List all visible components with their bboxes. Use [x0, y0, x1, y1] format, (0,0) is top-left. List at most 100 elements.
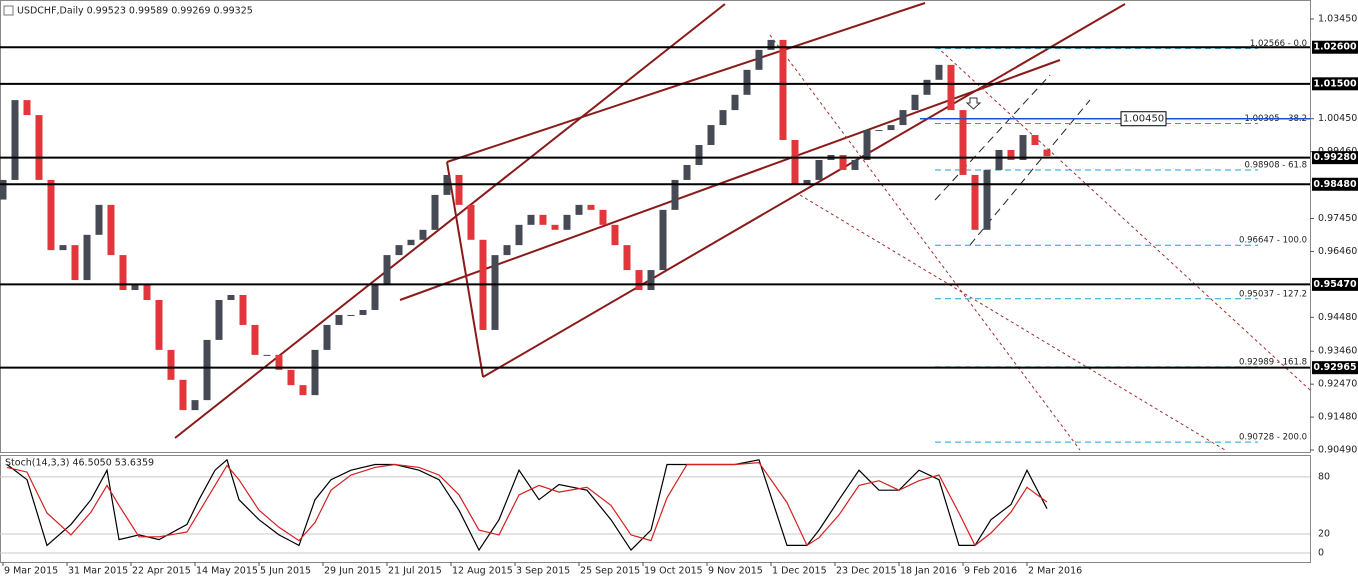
candle — [431, 194, 439, 230]
candle — [107, 204, 115, 256]
candle — [911, 94, 919, 111]
y-tick-label: 0.90490 — [1318, 445, 1357, 456]
level-label: 0.98480 — [1313, 179, 1357, 190]
candle — [311, 349, 319, 396]
channel-line — [446, 2, 926, 163]
y-tick-label: 0.91480 — [1318, 412, 1357, 423]
candle — [11, 100, 19, 180]
x-tick-label: 31 Mar 2015 — [68, 566, 128, 577]
candle — [947, 64, 955, 111]
candle — [227, 295, 235, 301]
candle — [731, 94, 739, 111]
y-tick-label: 0.93460 — [1318, 346, 1357, 357]
dashed-fork — [769, 34, 1311, 451]
x-tick-label: 2 Mar 2016 — [1028, 566, 1082, 577]
candle — [587, 204, 595, 210]
candle — [863, 130, 871, 160]
y-tick-label: 1.00450 — [1318, 113, 1357, 124]
x-tick-label: 23 Dec 2015 — [836, 566, 897, 577]
candle — [743, 69, 751, 95]
candle — [71, 245, 79, 281]
candle — [299, 385, 307, 396]
level-label: 1.02600 — [1313, 42, 1357, 53]
candle — [395, 245, 403, 256]
level-label: 1.01500 — [1313, 78, 1357, 89]
candle — [95, 204, 103, 235]
candle — [923, 79, 931, 95]
candle — [407, 239, 415, 246]
dashed-line — [934, 74, 1051, 201]
y-tick-label: 0.92470 — [1318, 379, 1357, 390]
x-tick-label: 25 Sep 2015 — [580, 566, 640, 577]
arrow-icon — [965, 97, 982, 110]
x-tick-label: 5 Jun 2015 — [260, 566, 311, 577]
y-tick-label: 0.97450 — [1318, 213, 1357, 224]
fib-label: 0.95037 - 127.2 — [1239, 289, 1307, 299]
candle — [491, 255, 499, 330]
x-tick-label: 9 Mar 2015 — [4, 566, 58, 577]
level-box — [1312, 77, 1358, 91]
candle — [959, 110, 967, 175]
level-box — [1312, 177, 1358, 191]
candle — [1019, 135, 1027, 160]
candle — [851, 159, 859, 170]
candle — [83, 234, 91, 281]
candle — [695, 145, 703, 165]
candle — [23, 100, 31, 116]
x-tick-label: 18 Jan 2016 — [900, 566, 957, 577]
x-tick-label: 21 Jul 2015 — [388, 566, 442, 577]
fib-label: 0.96647 - 100.0 — [1239, 236, 1307, 246]
candle — [983, 169, 991, 230]
candle — [203, 339, 211, 401]
channel-line — [174, 3, 726, 439]
candle — [323, 324, 331, 350]
candle — [599, 209, 607, 225]
candle — [935, 64, 943, 80]
candle — [659, 209, 667, 271]
stoch-line — [6, 461, 1048, 547]
candle — [767, 39, 775, 50]
candle — [623, 245, 631, 271]
candle — [875, 130, 883, 132]
x-tick-label: 3 Sep 2015 — [516, 566, 570, 577]
candle — [467, 204, 475, 240]
candle — [455, 174, 463, 205]
candle — [803, 179, 811, 185]
level-label: 0.99280 — [1313, 152, 1357, 163]
y-tick-label: 0.94480 — [1318, 312, 1357, 323]
x-tick-label: 19 Oct 2015 — [644, 566, 703, 577]
candle — [1031, 135, 1039, 146]
candle — [707, 125, 715, 146]
candle — [779, 39, 787, 141]
candle — [575, 204, 583, 215]
candle — [179, 379, 187, 411]
candle — [815, 159, 823, 180]
level-box — [1312, 361, 1358, 375]
candle — [131, 285, 139, 291]
x-tick-label: 1 Dec 2015 — [772, 566, 827, 577]
candle — [119, 255, 127, 291]
y-tick-label: 0 — [1318, 547, 1324, 558]
candle — [887, 125, 895, 131]
candle — [527, 214, 535, 225]
fib-label: 0.90728 - 200.0 — [1239, 433, 1307, 443]
candle — [755, 49, 763, 70]
chart-title: USDCHF,Daily 0.99523 0.99589 0.99269 0.9… — [17, 6, 253, 17]
marker-box — [1120, 111, 1167, 127]
x-tick-label: 9 Nov 2015 — [708, 566, 763, 577]
candle — [1007, 150, 1015, 160]
candle — [263, 354, 271, 356]
candle — [215, 300, 223, 340]
candle — [839, 154, 847, 170]
pitchfork-handle — [446, 161, 484, 378]
candle — [971, 174, 979, 230]
candle — [995, 150, 1003, 170]
candle — [167, 349, 175, 380]
y-tick-label: 80 — [1318, 471, 1330, 482]
candle — [719, 110, 727, 126]
fib-label: 0.92989 - 161.8 — [1239, 357, 1307, 367]
candle — [59, 245, 67, 251]
